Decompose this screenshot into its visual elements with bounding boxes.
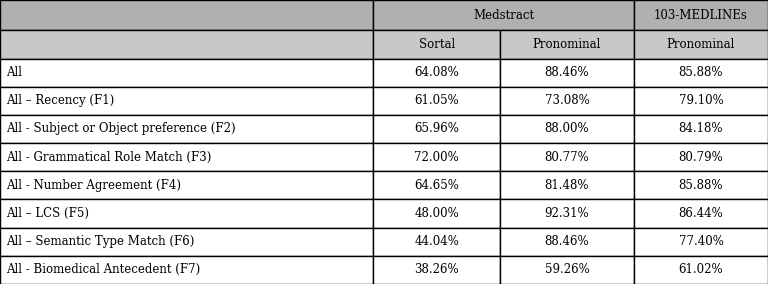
Bar xyxy=(500,228,634,256)
Bar xyxy=(634,256,768,284)
Text: Medstract: Medstract xyxy=(473,9,535,22)
Bar xyxy=(0,0,373,30)
Bar xyxy=(634,143,768,171)
Bar xyxy=(0,199,373,228)
Text: All - Biomedical Antecedent (F7): All - Biomedical Antecedent (F7) xyxy=(6,263,200,276)
Text: 73.08%: 73.08% xyxy=(545,94,589,107)
Bar xyxy=(373,171,500,199)
Text: All - Number Agreement (F4): All - Number Agreement (F4) xyxy=(6,179,181,192)
Bar xyxy=(0,115,373,143)
Bar xyxy=(634,228,768,256)
Bar xyxy=(500,199,634,228)
Bar xyxy=(500,115,634,143)
Text: 79.10%: 79.10% xyxy=(679,94,723,107)
Bar xyxy=(373,199,500,228)
Text: 48.00%: 48.00% xyxy=(414,207,459,220)
Bar xyxy=(373,30,500,59)
Bar xyxy=(0,143,373,171)
Text: Pronominal: Pronominal xyxy=(667,38,735,51)
Bar xyxy=(0,59,373,87)
Text: 44.04%: 44.04% xyxy=(414,235,459,248)
Text: 85.88%: 85.88% xyxy=(679,66,723,79)
Text: 88.00%: 88.00% xyxy=(545,122,589,135)
Text: 85.88%: 85.88% xyxy=(679,179,723,192)
Text: 103-MEDLINEs: 103-MEDLINEs xyxy=(654,9,748,22)
Text: 84.18%: 84.18% xyxy=(679,122,723,135)
Text: 81.48%: 81.48% xyxy=(545,179,589,192)
Text: All – Recency (F1): All – Recency (F1) xyxy=(6,94,114,107)
Text: 88.46%: 88.46% xyxy=(545,66,589,79)
Text: All: All xyxy=(6,66,22,79)
Bar xyxy=(634,30,768,59)
Bar xyxy=(0,171,373,199)
Bar xyxy=(634,115,768,143)
Text: 77.40%: 77.40% xyxy=(679,235,723,248)
Bar xyxy=(373,0,634,30)
Text: Pronominal: Pronominal xyxy=(533,38,601,51)
Text: 86.44%: 86.44% xyxy=(679,207,723,220)
Bar xyxy=(373,87,500,115)
Text: 38.26%: 38.26% xyxy=(415,263,459,276)
Bar xyxy=(0,228,373,256)
Bar xyxy=(634,0,768,30)
Bar xyxy=(634,199,768,228)
Text: 92.31%: 92.31% xyxy=(545,207,589,220)
Text: 59.26%: 59.26% xyxy=(545,263,589,276)
Bar xyxy=(373,115,500,143)
Bar xyxy=(500,87,634,115)
Bar xyxy=(500,143,634,171)
Text: 64.65%: 64.65% xyxy=(414,179,459,192)
Text: All - Subject or Object preference (F2): All - Subject or Object preference (F2) xyxy=(6,122,236,135)
Bar xyxy=(634,87,768,115)
Bar xyxy=(0,256,373,284)
Text: Sortal: Sortal xyxy=(419,38,455,51)
Bar xyxy=(500,30,634,59)
Bar xyxy=(500,171,634,199)
Bar xyxy=(373,228,500,256)
Text: 61.05%: 61.05% xyxy=(414,94,459,107)
Text: 80.77%: 80.77% xyxy=(545,151,589,164)
Text: All - Grammatical Role Match (F3): All - Grammatical Role Match (F3) xyxy=(6,151,211,164)
Bar xyxy=(373,256,500,284)
Text: 65.96%: 65.96% xyxy=(414,122,459,135)
Bar xyxy=(373,143,500,171)
Text: 72.00%: 72.00% xyxy=(414,151,459,164)
Text: 61.02%: 61.02% xyxy=(679,263,723,276)
Text: 80.79%: 80.79% xyxy=(679,151,723,164)
Bar xyxy=(0,30,373,59)
Bar xyxy=(373,59,500,87)
Text: All – LCS (F5): All – LCS (F5) xyxy=(6,207,89,220)
Bar xyxy=(0,87,373,115)
Bar xyxy=(634,171,768,199)
Bar xyxy=(634,59,768,87)
Bar xyxy=(500,59,634,87)
Bar xyxy=(500,256,634,284)
Text: 88.46%: 88.46% xyxy=(545,235,589,248)
Text: 64.08%: 64.08% xyxy=(414,66,459,79)
Text: All – Semantic Type Match (F6): All – Semantic Type Match (F6) xyxy=(6,235,194,248)
